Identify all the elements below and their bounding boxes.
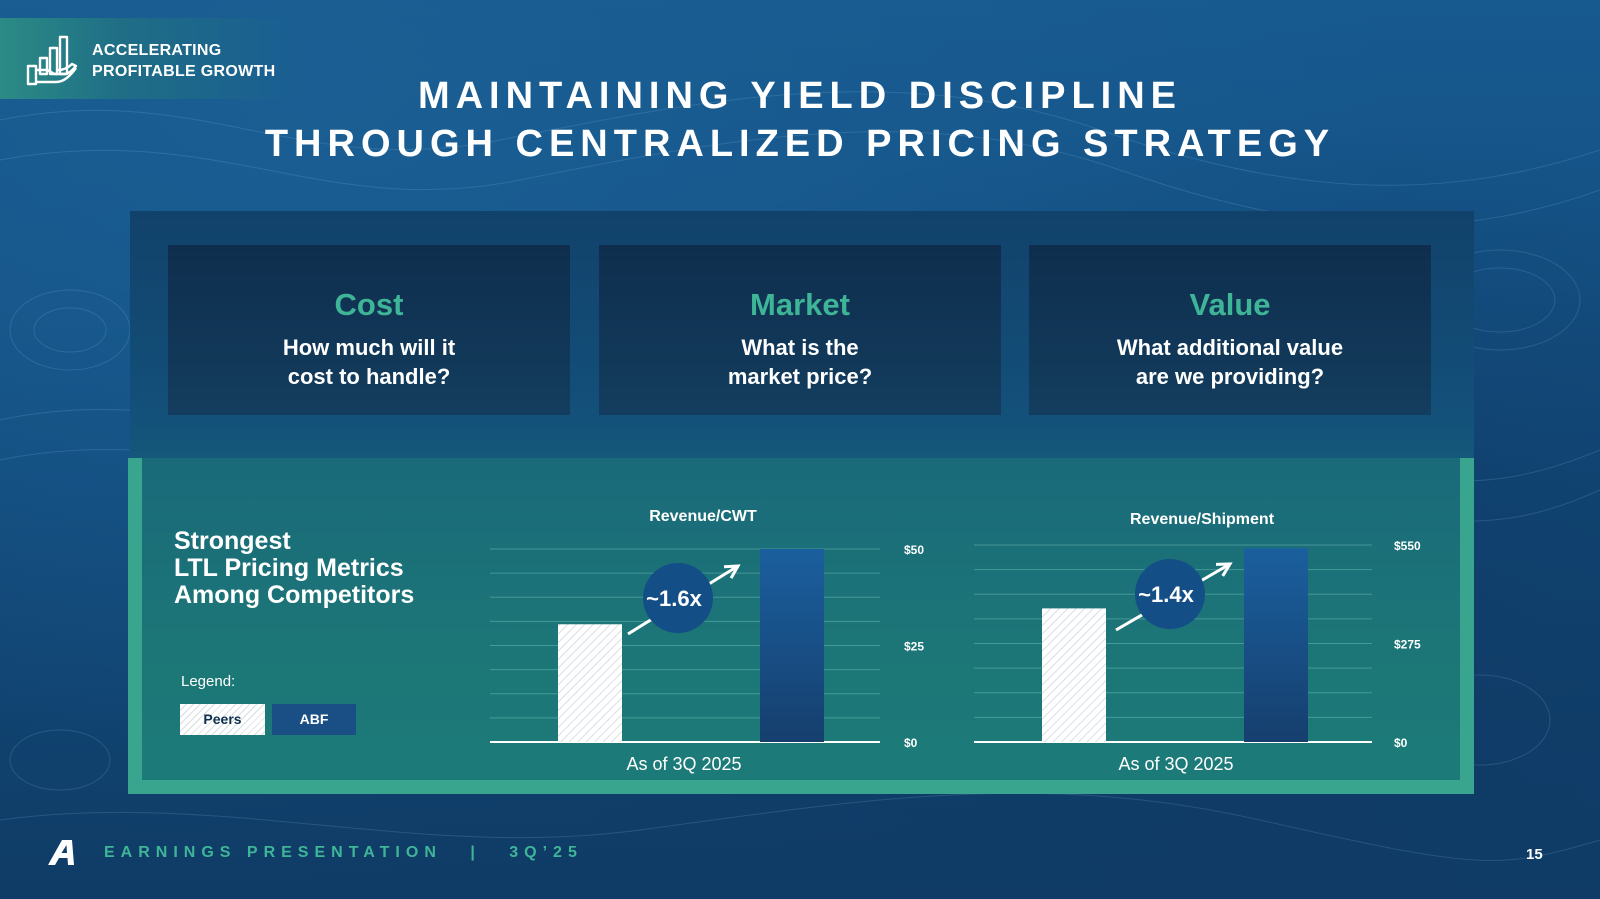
chart-plot: $0 $275 $550 ~1.4x xyxy=(974,539,1421,750)
card-question-line-2: cost to handle? xyxy=(287,364,451,389)
y-tick-label: $0 xyxy=(1394,736,1408,750)
multiplier-label: ~1.4x xyxy=(1138,582,1194,607)
summary-heading: Strongest LTL Pricing Metrics Among Comp… xyxy=(174,528,414,609)
card-heading: Market xyxy=(750,287,850,322)
card-question-line-1: What is the xyxy=(741,335,859,360)
title-line-2: THROUGH CENTRALIZED PRICING STRATEGY xyxy=(264,123,1336,165)
arrow-head-icon xyxy=(1215,562,1233,577)
badge-line-1: ACCELERATING xyxy=(92,42,222,59)
x-category-label: As of 3Q 2025 xyxy=(626,754,742,774)
y-tick-label: $50 xyxy=(904,543,924,557)
y-tick-label: $275 xyxy=(1394,638,1421,652)
card-value: Value What additional value are we provi… xyxy=(1029,245,1431,415)
multiplier-label: ~1.6x xyxy=(646,586,702,611)
title-line-1: MAINTAINING YIELD DISCIPLINE xyxy=(417,75,1183,117)
summary-line-2: LTL Pricing Metrics xyxy=(174,554,404,582)
legend-abf: ABF xyxy=(272,704,356,735)
card-question-line-1: What additional value xyxy=(1116,335,1344,360)
footer-label: EARNINGS PRESENTATION | 3Q’25 xyxy=(104,844,583,862)
footer-period: 3Q’25 xyxy=(509,844,583,861)
summary-line-3: Among Competitors xyxy=(174,581,415,609)
section-badge: ACCELERATING PROFITABLE GROWTH xyxy=(0,18,300,99)
chart-revenue-shipment: Revenue/Shipment $0 $275 $550 ~1.4x As of 3… xyxy=(972,500,1432,790)
page-number: 15 xyxy=(1526,846,1543,863)
legend-label: Legend: xyxy=(181,673,236,690)
bar-peers xyxy=(1042,608,1106,742)
page-title: MAINTAINING YIELD DISCIPLINE THROUGH CEN… xyxy=(0,72,1600,168)
card-question-line-1: How much will it xyxy=(282,335,456,360)
badge-line-2: PROFITABLE GROWTH xyxy=(92,63,276,80)
card-cost: Cost How much will it cost to handle? xyxy=(168,245,570,415)
card-market: Market What is the market price? xyxy=(599,245,1001,415)
card-heading: Value xyxy=(1189,287,1271,322)
x-category-label: As of 3Q 2025 xyxy=(1118,754,1234,774)
y-tick-label: $550 xyxy=(1394,539,1421,553)
bar-abf xyxy=(760,549,824,742)
card-question-line-2: market price? xyxy=(727,364,873,389)
bar-peers xyxy=(558,624,622,742)
company-logo-icon xyxy=(48,840,74,865)
footer-title: EARNINGS PRESENTATION xyxy=(104,844,442,861)
card-heading: Cost xyxy=(334,287,404,322)
multiplier-bubble xyxy=(643,563,713,633)
multiplier-bubble xyxy=(1135,559,1205,629)
card-question-line-2: are we providing? xyxy=(1135,364,1325,389)
growth-chart-hand-icon xyxy=(26,35,78,86)
summary-line-1: Strongest xyxy=(174,527,291,555)
legend-peers: Peers xyxy=(180,704,265,735)
y-tick-label: $0 xyxy=(904,736,918,750)
footer-separator: | xyxy=(470,844,481,861)
chart-title: Revenue/Shipment xyxy=(1129,511,1275,528)
y-tick-label: $25 xyxy=(904,640,924,654)
arrow-head-icon xyxy=(723,564,741,579)
chart-plot: $0 $25 $50 ~1.6x xyxy=(490,543,924,750)
chart-revenue-cwt: Revenue/CWT $0 $25 $50 ~1.6x As of 3Q 2025 xyxy=(488,500,928,790)
chart-title: Revenue/CWT xyxy=(649,508,757,525)
bar-abf xyxy=(1244,548,1308,742)
